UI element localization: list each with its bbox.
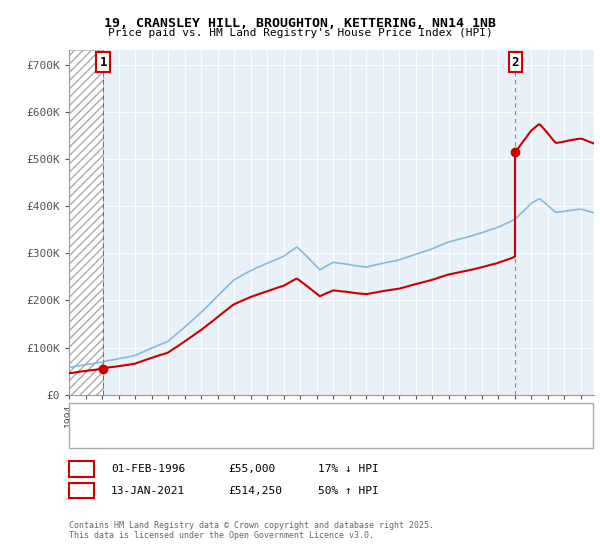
Text: 1: 1 [78,462,85,475]
Text: ———: ——— [78,409,101,422]
Text: Contains HM Land Registry data © Crown copyright and database right 2025.
This d: Contains HM Land Registry data © Crown c… [69,521,434,540]
Text: 13-JAN-2021: 13-JAN-2021 [111,486,185,496]
Text: Price paid vs. HM Land Registry's House Price Index (HPI): Price paid vs. HM Land Registry's House … [107,28,493,38]
Text: 2: 2 [512,55,519,68]
Text: 19, CRANSLEY HILL, BROUGHTON, KETTERING, NN14 1NB: 19, CRANSLEY HILL, BROUGHTON, KETTERING,… [104,17,496,30]
Text: 50% ↑ HPI: 50% ↑ HPI [318,486,379,496]
Text: 19, CRANSLEY HILL, BROUGHTON, KETTERING, NN14 1NB (detached house): 19, CRANSLEY HILL, BROUGHTON, KETTERING,… [111,410,499,421]
Text: ———: ——— [78,430,101,444]
Text: 2: 2 [78,484,85,497]
Text: HPI: Average price, detached house, North Northamptonshire: HPI: Average price, detached house, Nort… [111,432,452,442]
Text: £514,250: £514,250 [228,486,282,496]
Bar [69,50,103,395]
Text: £55,000: £55,000 [228,464,275,474]
Text: 01-FEB-1996: 01-FEB-1996 [111,464,185,474]
Text: 17% ↓ HPI: 17% ↓ HPI [318,464,379,474]
Text: 1: 1 [100,55,107,68]
Bar [69,50,103,395]
